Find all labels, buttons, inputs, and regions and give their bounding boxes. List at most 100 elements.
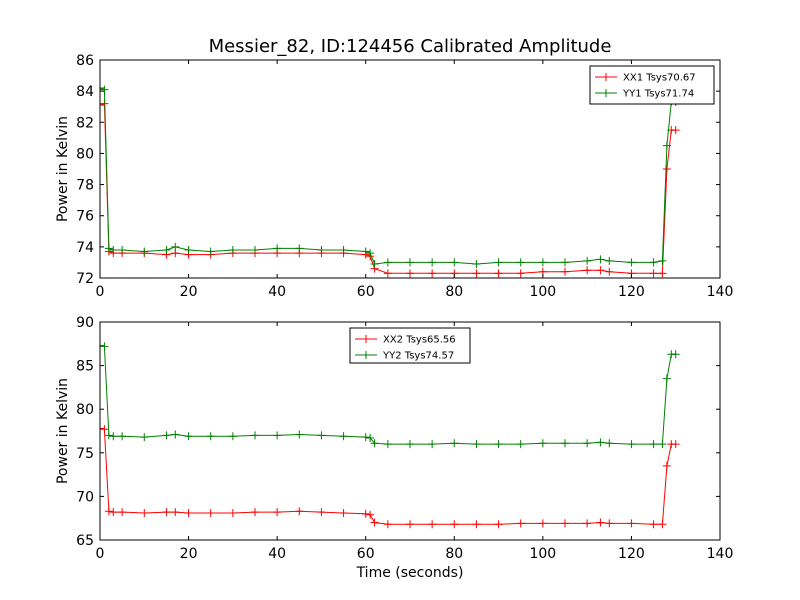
data-point xyxy=(406,520,414,529)
data-point xyxy=(104,244,113,253)
data-point xyxy=(516,519,525,528)
data-point xyxy=(583,519,592,528)
data-point xyxy=(658,269,667,278)
data-point xyxy=(118,432,127,441)
data-point xyxy=(516,269,525,278)
data-point xyxy=(605,256,614,265)
series-2 xyxy=(100,341,680,449)
data-point xyxy=(295,430,304,439)
data-point xyxy=(662,461,671,470)
x-tick-label: 120 xyxy=(618,284,645,300)
legend-label: XX2 Tsys65.56 xyxy=(383,335,456,346)
y-tick-label: 76 xyxy=(76,209,94,225)
y-tick-label: 65 xyxy=(76,533,94,549)
x-tick-label: 140 xyxy=(707,284,734,300)
data-point xyxy=(100,101,104,110)
data-point xyxy=(339,508,348,517)
x-tick-label: 20 xyxy=(180,546,198,562)
data-point xyxy=(605,267,614,276)
data-point xyxy=(472,440,481,449)
data-point xyxy=(100,341,104,350)
data-point xyxy=(605,519,614,528)
data-point xyxy=(339,245,348,254)
data-point xyxy=(583,266,592,275)
data-point xyxy=(228,245,237,254)
data-point xyxy=(109,432,118,441)
data-point xyxy=(370,439,379,448)
data-point xyxy=(361,433,370,442)
data-point xyxy=(100,342,109,351)
y-tick-label: 84 xyxy=(76,84,94,100)
data-point xyxy=(428,258,437,267)
y-tick-label: 82 xyxy=(76,115,94,131)
data-point xyxy=(662,374,671,383)
x-tick-label: 20 xyxy=(180,284,198,300)
data-point xyxy=(100,84,104,93)
data-point xyxy=(428,440,437,449)
data-point xyxy=(171,242,180,251)
data-point xyxy=(561,267,569,276)
data-point xyxy=(361,247,370,256)
data-point xyxy=(370,259,379,268)
top-panel: 0 20 40 60 80 100 120 140 72 74 76 78 80 82 84 86 Power … xyxy=(55,53,733,300)
data-point xyxy=(366,433,375,442)
legend-swatch-marker xyxy=(602,89,610,97)
data-point xyxy=(206,508,215,517)
legend: XX2 Tsys65.56 YY2 Tsys74.57 xyxy=(349,327,471,364)
data-point xyxy=(162,245,171,254)
data-point xyxy=(251,245,259,254)
data-point xyxy=(171,430,180,439)
legend-swatch-marker xyxy=(362,335,370,343)
data-point xyxy=(162,431,171,440)
y-tick-label: 90 xyxy=(76,315,94,331)
data-point xyxy=(339,432,348,441)
data-point xyxy=(649,258,658,267)
y-tick-label: 80 xyxy=(76,146,94,162)
y-tick-label: 86 xyxy=(76,53,94,69)
data-point xyxy=(596,266,605,275)
data-point xyxy=(538,519,547,528)
data-point xyxy=(317,245,326,254)
data-point xyxy=(494,269,503,278)
data-point xyxy=(516,440,525,449)
data-point xyxy=(406,258,414,267)
data-point xyxy=(317,508,326,517)
x-tick-label: 100 xyxy=(529,546,556,562)
data-point xyxy=(516,258,525,267)
y-tick-label: 80 xyxy=(76,402,94,418)
data-point xyxy=(171,508,180,517)
data-point xyxy=(658,440,667,449)
data-point xyxy=(472,520,481,529)
data-point xyxy=(383,258,392,267)
data-point xyxy=(109,245,118,254)
y-tick-label: 74 xyxy=(76,240,94,256)
data-point xyxy=(366,510,375,519)
data-point xyxy=(251,508,259,517)
y-axis-label: Power in Kelvin xyxy=(55,116,71,222)
data-point xyxy=(671,440,680,449)
data-point xyxy=(671,126,680,135)
data-point xyxy=(228,508,237,517)
legend-label: YY2 Tsys74.57 xyxy=(382,351,454,362)
plot-frame xyxy=(99,59,721,279)
data-point xyxy=(662,141,671,150)
data-point xyxy=(100,424,104,433)
data-point xyxy=(649,269,658,278)
bottom-panel: 0 20 40 60 80 100 120 140 65 70 75 80 85 90 Power in K… xyxy=(55,315,733,581)
x-tick-label: 120 xyxy=(618,546,645,562)
y-axis-label: Power in Kelvin xyxy=(55,378,71,484)
data-point xyxy=(605,439,614,448)
data-point xyxy=(273,244,282,253)
data-point xyxy=(583,256,592,265)
series-1 xyxy=(100,424,680,529)
data-point xyxy=(472,269,481,278)
data-point xyxy=(583,439,592,448)
legend-swatch-marker xyxy=(362,351,370,359)
data-point xyxy=(494,520,503,529)
data-point xyxy=(450,258,459,267)
data-point xyxy=(450,520,459,529)
x-tick-label: 40 xyxy=(268,546,286,562)
data-point xyxy=(228,432,237,441)
data-point xyxy=(627,519,636,528)
data-point xyxy=(140,433,149,442)
